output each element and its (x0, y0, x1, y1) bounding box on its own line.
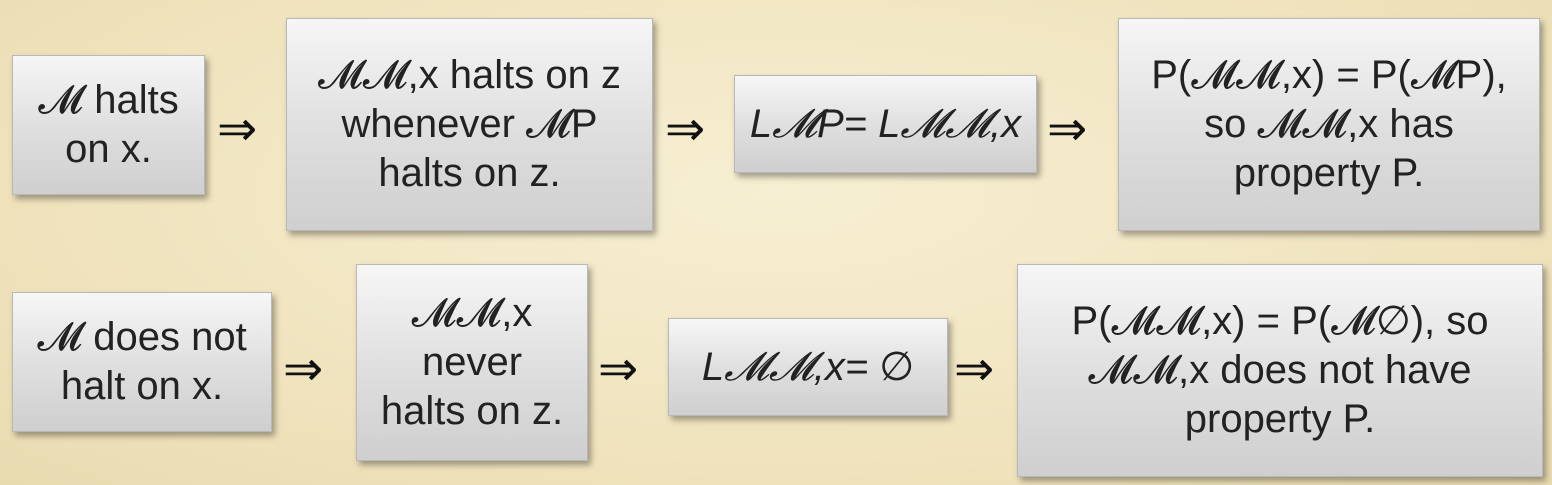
no-property-line-3: property P. (1184, 396, 1376, 441)
step-m-not-halt-line-2: halt on x. (60, 364, 224, 408)
step-m-not-halt-box: 𝓜 does not halt on x. (12, 292, 272, 432)
no-property-line-2: 𝓜𝓜,x does not have (1088, 348, 1472, 393)
has-property-p-box: P(𝓜𝓜,x) = P(𝓜P), so 𝓜𝓜,x has property P. (1118, 18, 1540, 231)
has-property-line-1: P(𝓜𝓜,x) = P(𝓜P), (1151, 53, 1507, 98)
language-empty-box: L𝓜𝓜,x= ∅ (668, 318, 948, 416)
language-equal-box: L𝓜P= L𝓜𝓜,x (734, 75, 1037, 173)
has-property-line-2: so 𝓜𝓜,x has (1204, 102, 1454, 147)
no-property-p-box: P(𝓜𝓜,x) = P(𝓜∅), so 𝓜𝓜,x does not have p… (1017, 264, 1543, 477)
no-property-line-1: P(𝓜𝓜,x) = P(𝓜∅), so (1071, 299, 1489, 344)
mmx-halts-line-1: 𝓜𝓜,x halts on z (317, 53, 622, 98)
mmx-never-halts-box: 𝓜𝓜,x never halts on z. (356, 264, 588, 461)
step-m-not-halt-line-1: 𝓜 does not (37, 315, 247, 360)
implies-arrow-r2-2: ⇒ (598, 341, 639, 397)
mmx-halts-whenever-box: 𝓜𝓜,x halts on z whenever 𝓜P halts on z. (286, 18, 653, 231)
implies-arrow-r2-1: ⇒ (283, 341, 324, 397)
mmx-halts-line-2: whenever 𝓜P (341, 102, 598, 147)
mmx-halts-line-3: halts on z. (378, 150, 561, 195)
implies-arrow-r1-1: ⇒ (217, 101, 258, 157)
language-empty-text: L𝓜𝓜,x= ∅ (701, 344, 915, 389)
implies-arrow-r1-2: ⇒ (665, 101, 706, 157)
mmx-never-line-1: 𝓜𝓜,x (411, 291, 533, 336)
implies-arrow-r1-3: ⇒ (1047, 101, 1088, 157)
has-property-line-3: property P. (1233, 150, 1425, 195)
step-m-halts-line-2: on x. (65, 127, 152, 171)
mmx-never-line-2: never (421, 340, 523, 385)
step-m-halts-line-1: 𝓜 halts (38, 78, 179, 123)
language-equal-text: L𝓜P= L𝓜𝓜,x (749, 101, 1022, 146)
mmx-never-line-3: halts on z. (380, 388, 564, 433)
step-m-halts-box: 𝓜 halts on x. (12, 55, 205, 195)
implies-arrow-r2-3: ⇒ (954, 341, 995, 397)
